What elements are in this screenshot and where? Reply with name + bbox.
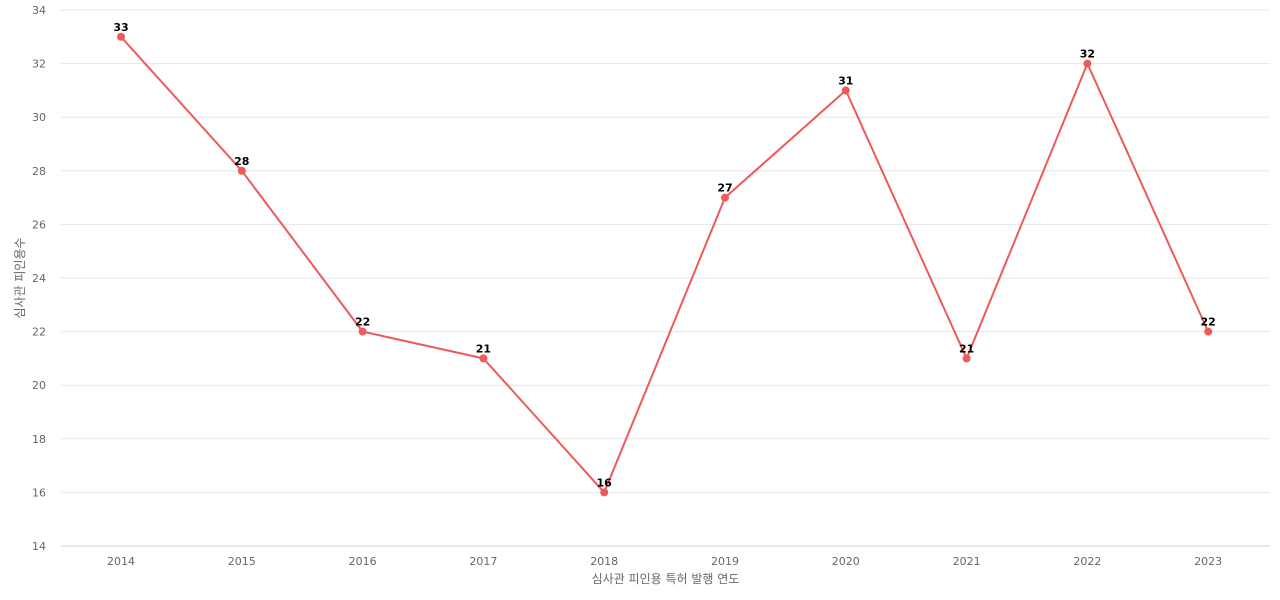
x-tick-label: 2014 bbox=[107, 555, 135, 568]
x-tick-label: 2022 bbox=[1073, 555, 1101, 568]
data-point[interactable] bbox=[841, 86, 850, 95]
data-point[interactable] bbox=[962, 354, 971, 363]
data-point[interactable] bbox=[721, 193, 729, 202]
data-point[interactable] bbox=[1083, 59, 1092, 68]
data-point[interactable] bbox=[117, 32, 125, 41]
x-tick-label: 2015 bbox=[228, 555, 256, 568]
y-tick-label: 26 bbox=[32, 218, 46, 231]
data-label: 21 bbox=[959, 342, 974, 355]
y-tick-label: 18 bbox=[32, 433, 46, 446]
data-label: 16 bbox=[597, 476, 613, 489]
data-point[interactable] bbox=[358, 327, 367, 336]
y-tick-label: 24 bbox=[32, 272, 46, 285]
x-tick-label: 2023 bbox=[1194, 555, 1222, 568]
y-tick-label: 16 bbox=[32, 486, 46, 499]
y-tick-label: 20 bbox=[32, 379, 46, 392]
data-point[interactable] bbox=[1204, 327, 1213, 336]
y-tick-label: 14 bbox=[32, 540, 46, 553]
x-tick-label: 2017 bbox=[469, 555, 497, 568]
grid-lines bbox=[61, 9, 1270, 493]
data-label: 33 bbox=[113, 21, 128, 34]
y-axis-ticks: 14 16 18 20 22 24 26 28 30 32 34 bbox=[32, 4, 46, 553]
y-tick-label: 22 bbox=[32, 326, 46, 339]
y-tick-label: 30 bbox=[32, 111, 46, 124]
x-tick-label: 2018 bbox=[590, 555, 618, 568]
data-point[interactable] bbox=[237, 166, 246, 175]
data-label: 31 bbox=[838, 74, 853, 87]
x-tick-label: 2019 bbox=[711, 555, 739, 568]
data-labels: 33 28 22 21 16 27 31 21 32 22 bbox=[113, 21, 1216, 490]
y-tick-label: 34 bbox=[32, 4, 46, 17]
y-axis-title: 심사관 피인용수 bbox=[13, 237, 27, 318]
x-tick-label: 2020 bbox=[832, 555, 860, 568]
x-axis-title: 심사관 피인용 특허 발행 연도 bbox=[592, 571, 740, 586]
data-point[interactable] bbox=[600, 488, 609, 497]
x-tick-label: 2016 bbox=[349, 555, 377, 568]
data-label: 27 bbox=[717, 182, 732, 195]
x-axis-ticks: 2014 2015 2016 2017 2018 2019 2020 2021 2022 2023 bbox=[107, 555, 1222, 568]
x-tick-label: 2021 bbox=[953, 555, 981, 568]
series-layer bbox=[117, 32, 1213, 497]
y-tick-label: 32 bbox=[32, 58, 46, 71]
data-label: 32 bbox=[1080, 48, 1095, 61]
data-point[interactable] bbox=[479, 354, 488, 363]
y-tick-label: 28 bbox=[32, 165, 46, 178]
data-label: 22 bbox=[1201, 316, 1216, 329]
data-label: 28 bbox=[234, 155, 249, 168]
data-label: 21 bbox=[476, 342, 491, 355]
data-label: 22 bbox=[355, 316, 370, 329]
series-line bbox=[120, 36, 1210, 494]
